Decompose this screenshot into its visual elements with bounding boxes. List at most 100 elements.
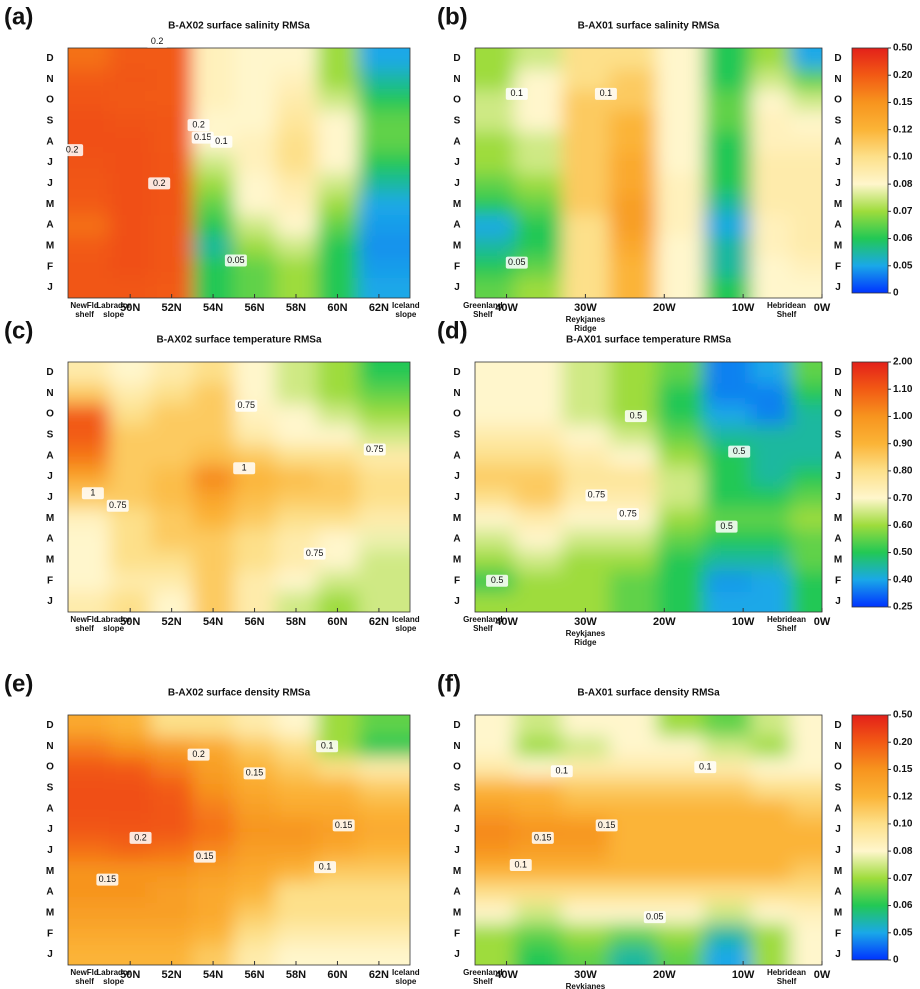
cell [751,403,791,425]
contour-label-bg [332,819,355,832]
colorbar-tick-label: 0.80 [893,466,913,477]
cell [656,777,705,799]
cell [192,193,235,216]
cell [703,819,752,841]
colorbar-tick-label: 0.70 [893,493,913,504]
month-label: J [454,471,460,482]
cell [316,715,359,737]
month-label: M [46,866,54,877]
cell [561,735,610,758]
contour-label-bg [728,445,751,458]
cell [475,89,515,111]
cell [316,528,359,550]
cell [109,756,152,778]
cell [150,756,193,778]
month-label: S [835,430,842,441]
cell [751,362,791,384]
x-tick-label: 52N [162,302,182,314]
cell [609,256,657,278]
cell [751,152,791,174]
cell [703,214,752,236]
cell [475,445,515,467]
cell [233,777,276,799]
cell [233,193,276,216]
cell [656,902,705,924]
section-label: Hebridean Shelf [766,968,807,986]
month-label: M [453,241,461,252]
contour-label-bg [594,87,617,100]
month-label: M [834,513,842,524]
cell [358,110,410,132]
cell [192,68,235,91]
month-label: A [453,136,460,147]
month-label: M [46,513,54,524]
cell [109,445,152,467]
cell [703,902,752,924]
cell [316,362,359,384]
cell [656,424,705,446]
field [475,715,822,965]
cell [751,110,791,132]
month-label: D [453,720,460,731]
cell [150,715,193,737]
cell [275,528,318,550]
contour-label-bg [363,443,386,456]
cell [358,881,410,903]
section-label: NewFld shelf [70,615,99,633]
month-label: A [453,534,460,545]
cell [561,944,610,965]
plot-frame [67,361,411,613]
cell [275,735,318,758]
cell [703,89,752,111]
contour-label: 0.2 [192,749,205,759]
cell [316,902,359,924]
cell [233,89,276,111]
cell [109,923,152,945]
month-label: J [835,157,841,168]
cell [475,382,515,405]
cell [150,487,193,509]
cell [656,756,705,778]
colorbar-tick-label: 0.15 [893,764,913,775]
month-label: M [453,513,461,524]
cell [150,256,193,278]
cell [275,68,318,91]
panel-title: B-AX02 surface density RMSa [168,688,311,699]
cell [514,382,563,405]
cell [358,798,410,820]
cell [656,214,705,236]
cell [609,881,657,903]
cell [275,923,318,945]
cell [656,860,705,883]
panel-label: (e) [4,670,33,697]
cell [109,902,152,924]
month-label: J [454,492,460,503]
cell [561,549,610,571]
colorbar-tick-label: 0.20 [893,70,913,81]
cell [656,923,705,945]
month-label: D [453,53,460,64]
cell [358,173,410,195]
month-label: M [453,908,461,919]
contour-label: 0.75 [306,548,324,558]
cell [656,152,705,174]
cell [68,777,110,799]
contour-label-bg [235,399,258,412]
cell [192,528,235,550]
cell [109,403,152,425]
cell [150,570,193,592]
colorbar-tick-label: 1.00 [893,411,913,422]
cell [609,89,657,111]
month-label: O [453,762,461,773]
cell [751,89,791,111]
cell [233,735,276,758]
cell [609,840,657,862]
month-label: M [834,866,842,877]
cell [609,549,657,571]
contour-label: 0.15 [534,832,552,842]
contour-label-bg [486,574,509,587]
contour-label-bg [129,831,152,844]
cell [790,214,822,236]
cell [68,445,110,467]
cell [609,487,657,509]
